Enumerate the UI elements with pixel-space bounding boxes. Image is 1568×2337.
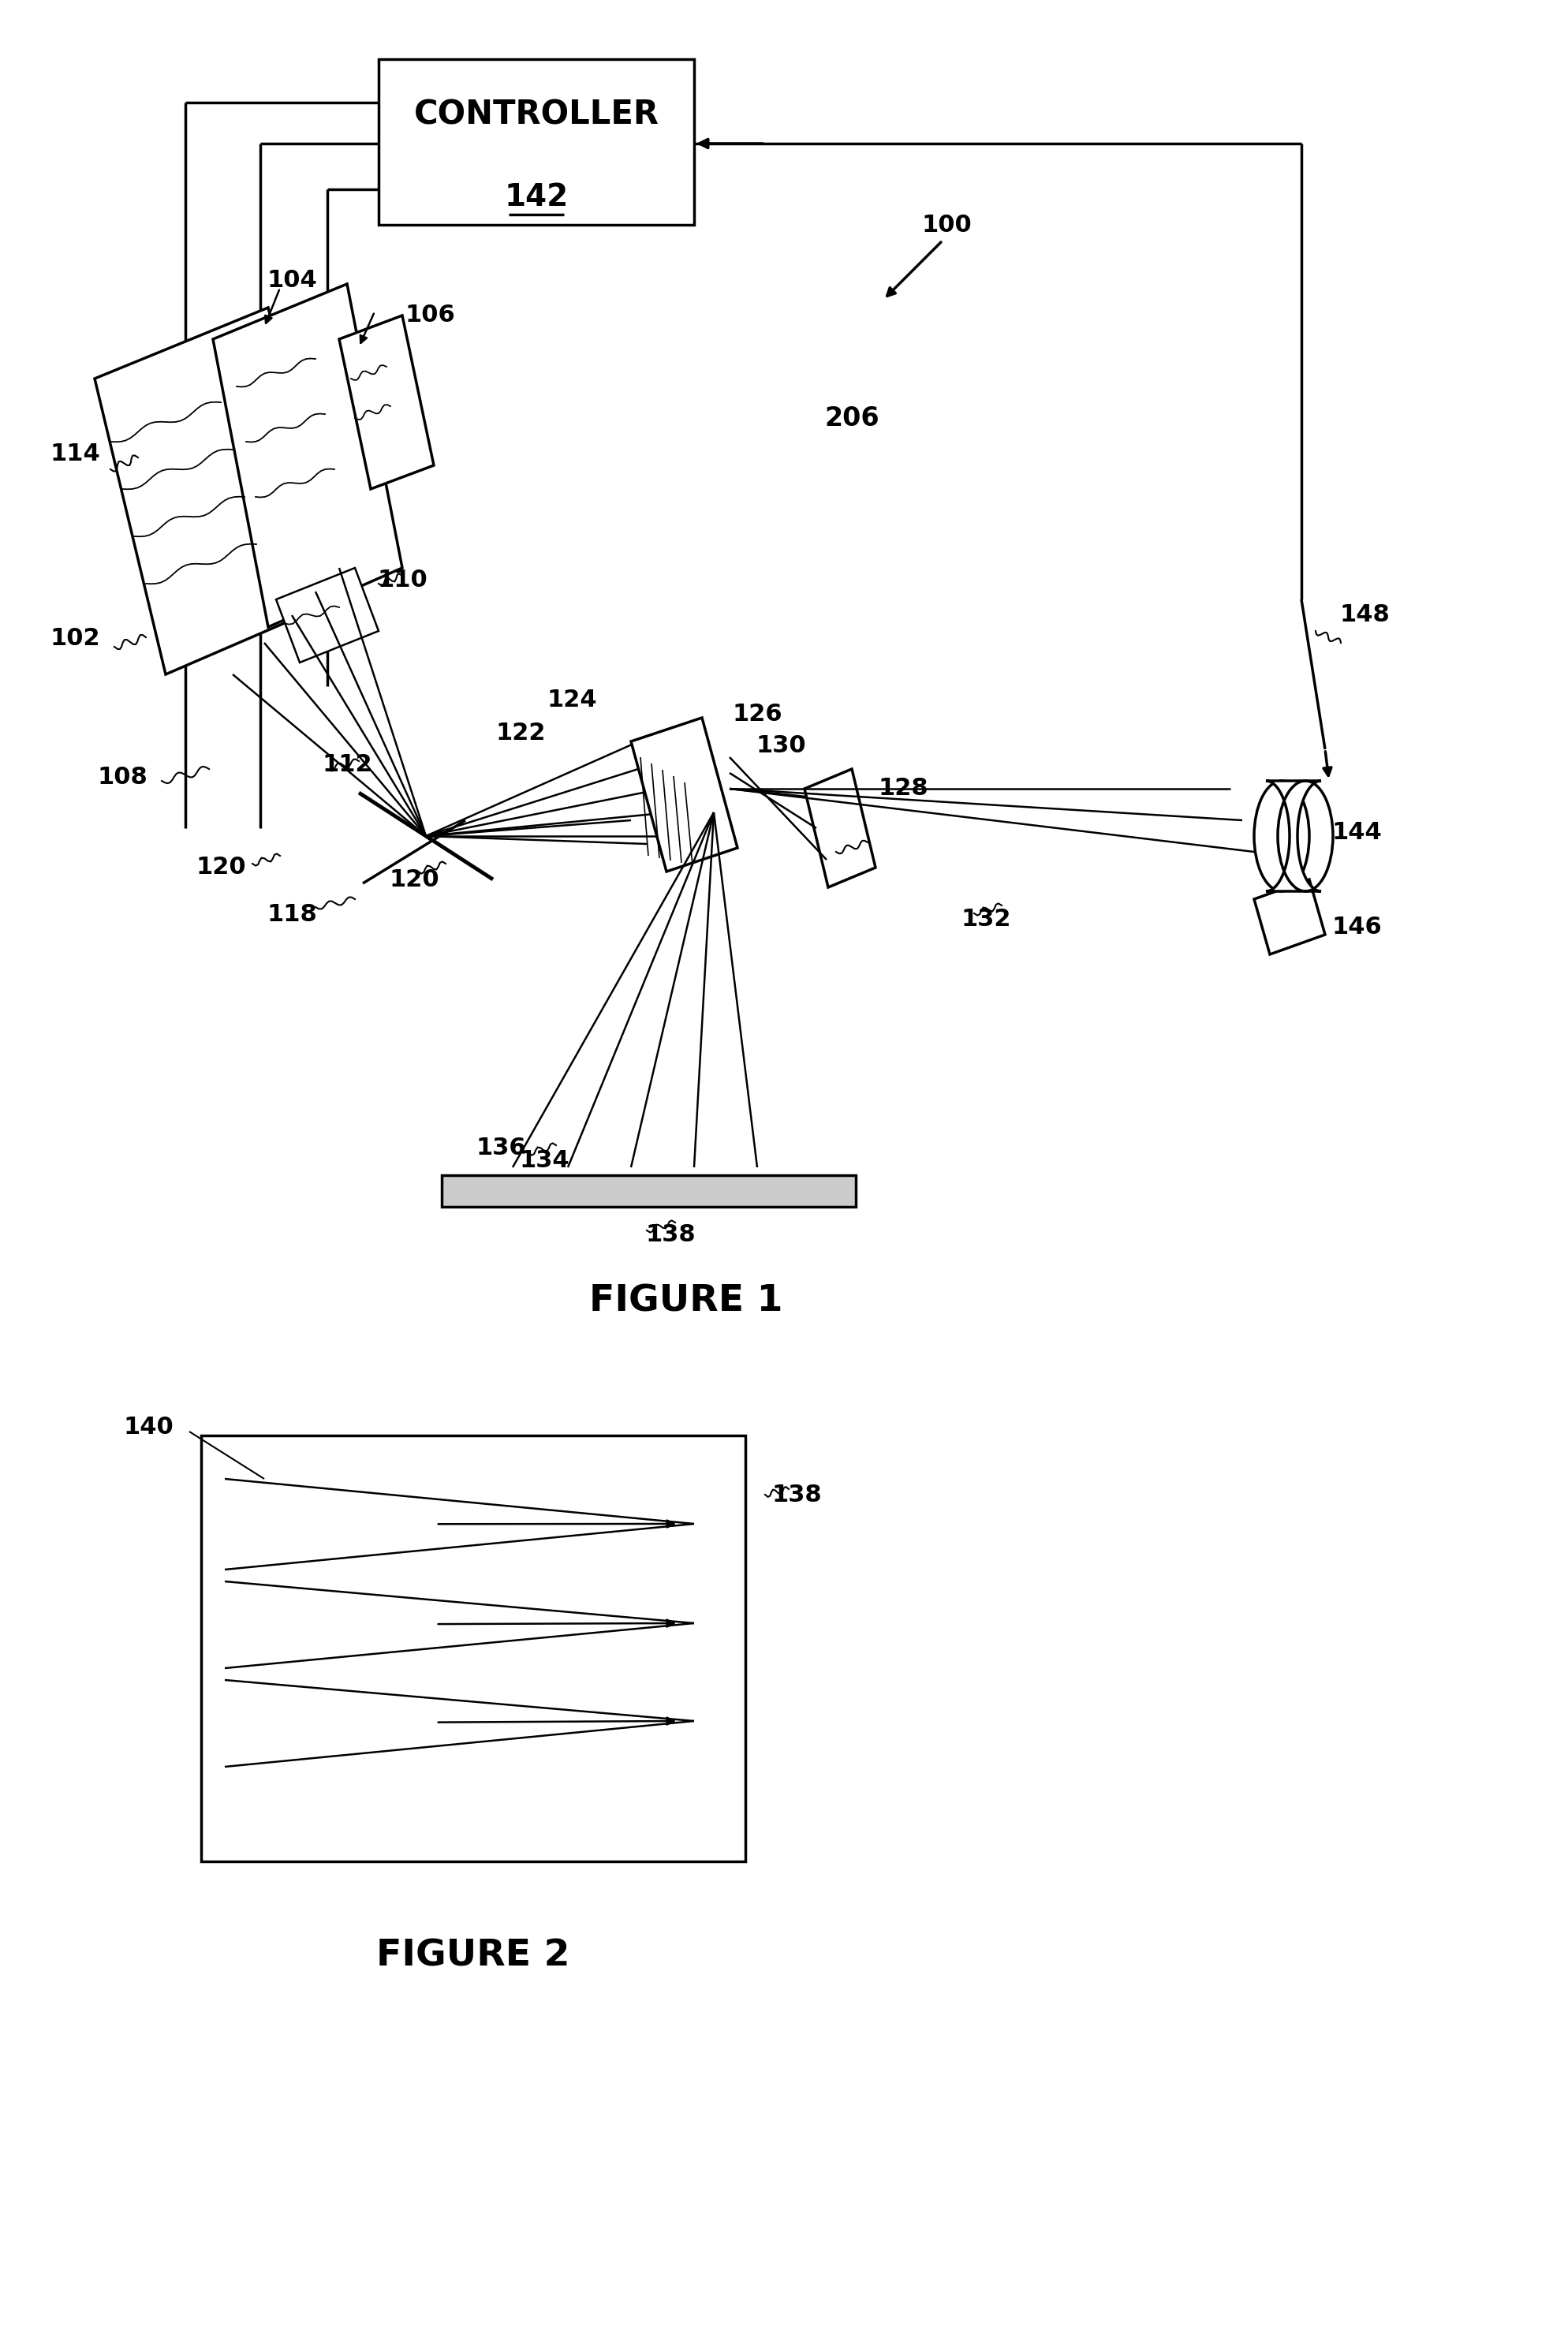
Polygon shape bbox=[804, 769, 875, 888]
Text: 110: 110 bbox=[378, 568, 428, 591]
Text: 126: 126 bbox=[732, 703, 782, 724]
Text: 144: 144 bbox=[1331, 820, 1381, 844]
Polygon shape bbox=[339, 315, 434, 488]
Text: 148: 148 bbox=[1339, 603, 1389, 626]
Bar bbox=[201, 1435, 745, 1860]
Text: 124: 124 bbox=[547, 689, 597, 713]
Polygon shape bbox=[1254, 879, 1325, 953]
Text: 122: 122 bbox=[495, 722, 546, 746]
Text: 142: 142 bbox=[505, 182, 568, 213]
Text: 140: 140 bbox=[124, 1416, 174, 1440]
Text: 138: 138 bbox=[771, 1484, 822, 1505]
Ellipse shape bbox=[1254, 781, 1309, 890]
Text: 112: 112 bbox=[321, 753, 372, 776]
Text: 130: 130 bbox=[756, 734, 806, 757]
Text: 206: 206 bbox=[825, 404, 880, 430]
Polygon shape bbox=[94, 308, 339, 675]
Text: 108: 108 bbox=[97, 767, 147, 788]
Polygon shape bbox=[276, 568, 378, 661]
Text: 134: 134 bbox=[519, 1150, 569, 1173]
Text: 128: 128 bbox=[878, 778, 928, 799]
Text: 136: 136 bbox=[475, 1136, 525, 1159]
Text: 132: 132 bbox=[961, 907, 1011, 930]
Text: 118: 118 bbox=[267, 904, 317, 925]
Text: 100: 100 bbox=[922, 213, 972, 236]
Polygon shape bbox=[630, 717, 737, 872]
Bar bbox=[378, 58, 695, 224]
Text: 146: 146 bbox=[1331, 916, 1381, 937]
Text: FIGURE 2: FIGURE 2 bbox=[376, 1937, 571, 1975]
Polygon shape bbox=[1265, 781, 1322, 890]
Text: 102: 102 bbox=[50, 626, 100, 650]
Bar bbox=[442, 1176, 856, 1206]
Text: 106: 106 bbox=[405, 304, 455, 327]
Text: FIGURE 1: FIGURE 1 bbox=[590, 1283, 782, 1318]
Text: 104: 104 bbox=[267, 269, 317, 292]
Text: 120: 120 bbox=[196, 855, 246, 879]
Text: 120: 120 bbox=[389, 867, 439, 890]
Polygon shape bbox=[213, 283, 403, 626]
Text: 114: 114 bbox=[50, 442, 100, 465]
Text: CONTROLLER: CONTROLLER bbox=[414, 98, 659, 131]
Text: 138: 138 bbox=[646, 1222, 696, 1246]
